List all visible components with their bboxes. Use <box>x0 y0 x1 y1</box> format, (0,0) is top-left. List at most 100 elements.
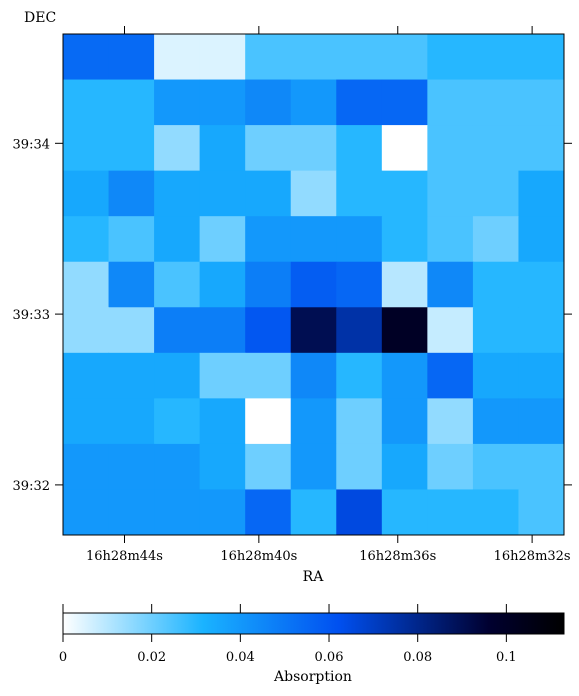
heatmap-cell <box>245 170 292 217</box>
y-tick-label: 39:33 <box>13 308 50 323</box>
heatmap-cell <box>472 443 519 490</box>
heatmap-cell <box>427 79 474 126</box>
heatmap-cell <box>427 443 474 490</box>
heatmap-cell <box>245 489 292 536</box>
x-axis-title: RA <box>303 569 325 585</box>
heatmap-cell <box>63 79 110 126</box>
heatmap-cell <box>472 307 519 354</box>
heatmap-cell <box>472 352 519 399</box>
heatmap-cell <box>336 352 383 399</box>
colorbar-title: Absorption <box>273 669 352 685</box>
heatmap-cell <box>108 34 155 81</box>
heatmap-cell <box>290 34 337 81</box>
heatmap-cell <box>381 34 428 81</box>
heatmap-cell <box>518 489 565 536</box>
heatmap-cell <box>199 307 246 354</box>
heatmap-cell <box>427 34 474 81</box>
heatmap-cell <box>290 216 337 263</box>
heatmap-cell <box>381 79 428 126</box>
heatmap-cell <box>518 79 565 126</box>
heatmap-cell <box>63 398 110 445</box>
heatmap-cell <box>63 34 110 81</box>
heatmap-cell <box>336 125 383 172</box>
heatmap-cell <box>108 170 155 217</box>
colorbar <box>62 612 565 635</box>
heatmap-cell <box>199 170 246 217</box>
heatmap-cell <box>199 489 246 536</box>
heatmap-cell <box>290 352 337 399</box>
colorbar-tick-label: 0.04 <box>226 650 255 665</box>
colorbar-tick-label: 0 <box>59 650 67 665</box>
heatmap-cell <box>472 489 519 536</box>
heatmap-cell <box>336 443 383 490</box>
x-tick-label: 16h28m44s <box>86 549 163 564</box>
heatmap-cell <box>336 307 383 354</box>
heatmap-cell <box>108 307 155 354</box>
heatmap-cell <box>472 125 519 172</box>
heatmap-cell <box>154 443 201 490</box>
heatmap-cell <box>108 125 155 172</box>
x-tick-label: 16h28m36s <box>359 549 436 564</box>
heatmap-cell <box>336 261 383 308</box>
heatmap-cell <box>518 125 565 172</box>
heatmap-cell <box>336 170 383 217</box>
axis-ticks: 16h28m44s 16h28m40s 16h28m36s 16h28m32s 39:3… <box>13 26 572 564</box>
colorbar-tick-label: 0.02 <box>137 650 166 665</box>
heatmap-cell <box>472 261 519 308</box>
heatmap-cell <box>63 216 110 263</box>
heatmap-cell <box>63 352 110 399</box>
heatmap-cell <box>199 352 246 399</box>
heatmap-cell <box>245 125 292 172</box>
heatmap-cell <box>199 216 246 263</box>
heatmap-cell <box>472 398 519 445</box>
heatmap-cell <box>199 79 246 126</box>
heatmap-cell <box>154 170 201 217</box>
heatmap-cell <box>154 352 201 399</box>
colorbar-tick-label: 0.06 <box>315 650 344 665</box>
heatmap-cell <box>427 261 474 308</box>
heatmap-cell <box>336 79 383 126</box>
heatmap-cell <box>518 352 565 399</box>
heatmap-cell <box>154 79 201 126</box>
heatmap-cell <box>154 216 201 263</box>
heatmap-cell <box>154 307 201 354</box>
heatmap-cell <box>518 261 565 308</box>
heatmap-cell <box>290 398 337 445</box>
heatmap-cell <box>199 34 246 81</box>
heatmap-cell <box>245 79 292 126</box>
heatmap-cell <box>63 307 110 354</box>
heatmap-cell <box>381 261 428 308</box>
heatmap-cell <box>108 443 155 490</box>
heatmap-cell <box>108 352 155 399</box>
heatmap-cell <box>63 261 110 308</box>
heatmap-cell <box>290 307 337 354</box>
heatmap-cell <box>108 79 155 126</box>
heatmap-cell <box>336 398 383 445</box>
heatmap-cell <box>154 34 201 81</box>
heatmap-cell <box>336 216 383 263</box>
heatmap-cell <box>518 34 565 81</box>
heatmap-cell <box>63 489 110 536</box>
heatmap-cell <box>108 398 155 445</box>
heatmap-cell <box>381 125 428 172</box>
heatmap-cell <box>199 398 246 445</box>
heatmap-cell <box>427 489 474 536</box>
colorbar-tick-label: 0.08 <box>403 650 432 665</box>
heatmap-cell <box>63 443 110 490</box>
heatmap-cell <box>290 261 337 308</box>
heatmap-cell <box>427 125 474 172</box>
heatmap-cell <box>518 398 565 445</box>
colorbar-ticks: 0 0.02 0.04 0.06 0.08 0.1 <box>59 604 517 665</box>
heatmap-cell <box>381 489 428 536</box>
heatmap-cell <box>427 398 474 445</box>
heatmap-cell <box>518 307 565 354</box>
heatmap-cell <box>336 34 383 81</box>
heatmap-cell <box>381 398 428 445</box>
x-tick-label: 16h28m40s <box>220 549 297 564</box>
colorbar-tick-label: 0.1 <box>496 650 517 665</box>
heatmap-cell <box>199 443 246 490</box>
heatmap-cell <box>199 125 246 172</box>
heatmap-cell <box>290 79 337 126</box>
heatmap-cell <box>381 352 428 399</box>
